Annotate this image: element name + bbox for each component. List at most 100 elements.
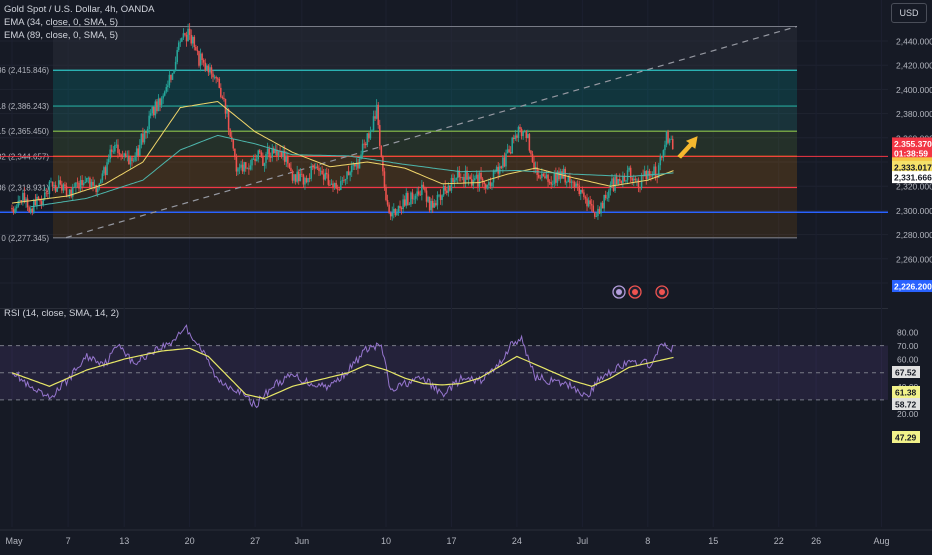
ema-34-legend[interactable]: EMA (34, close, 0, SMA, 5) <box>4 17 119 28</box>
candle-body <box>495 166 498 172</box>
candle <box>369 126 372 141</box>
candle-body <box>576 183 579 186</box>
candle-body <box>316 166 319 169</box>
candle <box>47 189 49 200</box>
candle <box>458 166 461 182</box>
candle-body <box>505 153 507 167</box>
candle <box>174 56 177 72</box>
candle-body <box>654 166 657 177</box>
candle <box>92 176 94 192</box>
candle-body <box>336 188 339 190</box>
candle <box>547 173 549 188</box>
candle-body <box>453 180 456 183</box>
time-tick-label: 15 <box>708 536 718 546</box>
candle <box>336 184 339 194</box>
us-flag-icon[interactable] <box>655 285 669 299</box>
candle <box>145 131 147 139</box>
candle-body <box>59 180 62 185</box>
candle-body <box>260 152 263 157</box>
candle-body <box>399 205 401 209</box>
lightning-icon[interactable] <box>612 285 626 299</box>
candle-body <box>633 178 635 181</box>
price-tick-label: 2,400.000 <box>896 85 932 95</box>
candle <box>428 196 431 213</box>
candle <box>587 197 590 208</box>
candle-body <box>385 186 387 201</box>
candle <box>248 163 250 175</box>
candle-body <box>204 62 207 71</box>
time-tick-label: 20 <box>185 536 195 546</box>
price-badge-label: 01:38:59 <box>894 148 928 158</box>
fib-zone <box>53 106 797 132</box>
candle <box>107 154 110 165</box>
candle <box>302 173 305 188</box>
currency-button[interactable]: USD <box>891 3 927 23</box>
candle-body <box>586 198 588 207</box>
candle-body <box>393 208 395 213</box>
price-tick-label: 2,440.000 <box>896 37 932 47</box>
candle-body <box>422 184 425 188</box>
candle <box>139 139 141 157</box>
rsi-legend[interactable]: RSI (14, close, SMA, 14, 2) <box>4 308 120 319</box>
candle-body <box>287 156 289 164</box>
candle-body <box>126 156 129 158</box>
candle <box>528 132 531 153</box>
candle <box>244 162 247 172</box>
candle <box>62 182 65 194</box>
rsi-tick-label: 20.00 <box>897 409 919 419</box>
candle <box>447 182 450 197</box>
candle <box>259 148 261 154</box>
candle <box>338 186 341 191</box>
candle <box>374 110 376 122</box>
candle <box>12 206 15 215</box>
candle <box>656 173 658 184</box>
price-badge-label: 2,333.017 <box>894 162 932 172</box>
us-flag-icon[interactable] <box>628 285 642 299</box>
ema-89-legend[interactable]: EMA (89, close, 0, SMA, 5) <box>4 30 119 41</box>
candle <box>671 135 674 150</box>
candle-body <box>665 131 668 145</box>
candle <box>609 181 612 196</box>
candle <box>439 189 442 205</box>
candle-body <box>170 74 172 80</box>
candle-body <box>513 137 515 140</box>
candle-body <box>153 106 155 116</box>
candle <box>594 211 596 219</box>
candle <box>484 183 487 194</box>
candle <box>668 138 671 146</box>
candle-body <box>177 42 180 51</box>
candle-body <box>106 162 108 176</box>
candle-body <box>344 178 347 181</box>
candle <box>626 165 629 185</box>
candle <box>551 180 554 188</box>
candle <box>394 208 397 217</box>
candle <box>220 83 222 99</box>
candle-body <box>255 159 258 162</box>
candle-body <box>417 191 420 195</box>
candle-body <box>109 149 111 159</box>
candle <box>262 152 264 166</box>
candle-body <box>310 166 312 179</box>
candle <box>597 205 599 220</box>
candle-body <box>176 50 178 62</box>
candle <box>121 150 124 159</box>
candle-body <box>234 148 236 157</box>
candle <box>114 141 116 155</box>
candle-body <box>444 186 446 191</box>
candle-body <box>477 174 479 187</box>
candle <box>251 157 253 171</box>
candle-body <box>182 33 185 38</box>
candle <box>537 168 540 179</box>
candle <box>463 173 465 188</box>
candle-body <box>268 148 270 158</box>
candle <box>207 64 210 76</box>
candle-body <box>81 180 83 185</box>
candle-body <box>185 34 188 42</box>
candle <box>255 154 258 162</box>
candle <box>216 77 219 82</box>
candle-body <box>326 172 328 175</box>
candle <box>90 179 93 190</box>
symbol-title[interactable]: Gold Spot / U.S. Dollar, 4h, OANDA <box>4 4 155 15</box>
